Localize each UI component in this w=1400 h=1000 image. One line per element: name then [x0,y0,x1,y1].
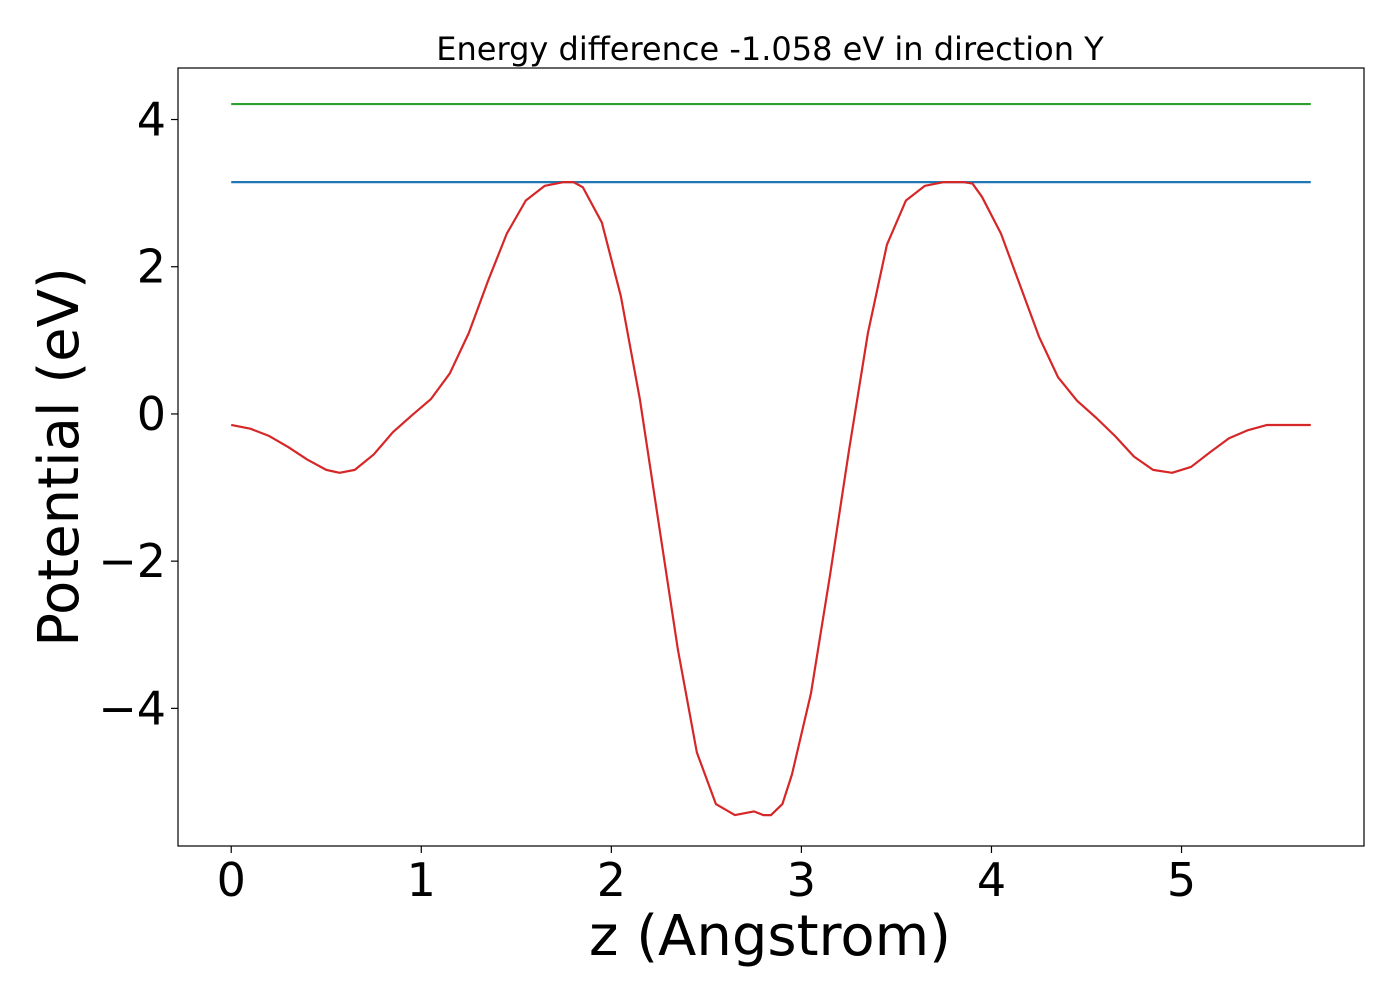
y-axis-ticks: −4 −2 0 2 4 [98,93,178,735]
x-tick-label: 2 [597,853,626,907]
y-tick-label: −4 [98,681,166,735]
x-axis-label: z (Angstrom) [589,904,951,969]
x-tick-label: 4 [977,853,1006,907]
x-tick-label: 3 [787,853,816,907]
x-tick-label: 5 [1167,853,1196,907]
y-tick-label: 0 [137,387,166,441]
potential-curve [231,180,1311,817]
chart-title: Energy difference -1.058 eV in direction… [436,30,1104,68]
series-layer [231,102,1311,817]
y-tick-label: −2 [98,534,166,588]
y-axis-label: Potential (eV) [27,267,92,647]
plot-frame [177,67,1365,847]
x-tick-label: 0 [217,853,246,907]
x-axis-ticks: 0 1 2 3 4 5 [217,846,1196,907]
y-tick-label: 4 [137,93,166,147]
y-tick-label: 2 [137,240,166,294]
x-tick-label: 1 [407,853,436,907]
